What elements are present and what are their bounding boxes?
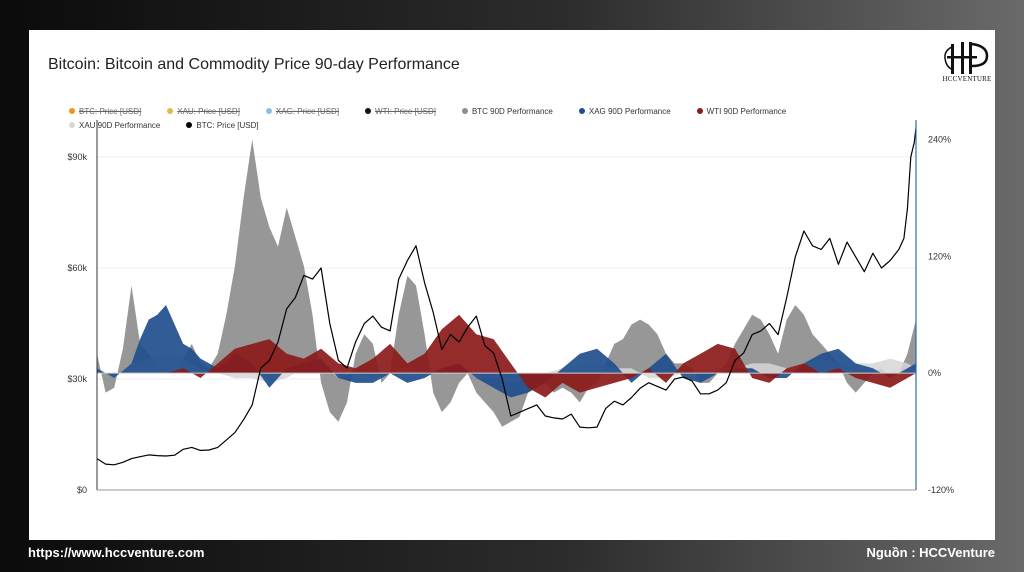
legend-swatch-icon xyxy=(696,108,703,114)
legend-label: WTI: Price [USD] xyxy=(375,106,436,116)
website-url: https://www.hccventure.com xyxy=(28,545,205,560)
legend-swatch-icon xyxy=(69,108,75,114)
y-left-tick-label: $90k xyxy=(67,152,87,162)
x-tick-label: Jul '24 xyxy=(843,509,869,510)
logo-wordmark: HCCVENTURE xyxy=(942,75,992,83)
legend-label: XAU 90D Performance xyxy=(79,120,161,130)
legend-swatch-icon xyxy=(265,108,272,114)
y-left-tick-label: $60k xyxy=(67,263,87,273)
legend-label: XAG: Price [USD] xyxy=(275,106,340,116)
legend-item-1[interactable]: XAU: Price [USD] xyxy=(167,104,240,118)
legend-swatch-icon xyxy=(186,122,193,128)
legend-label: WTI 90D Performance xyxy=(706,106,787,116)
legend-label: BTC 90D Performance xyxy=(471,106,553,116)
x-tick-label: Jul '21 xyxy=(326,509,352,510)
y-right-tick-label: 240% xyxy=(928,134,951,144)
series-area-wti-90d-performance xyxy=(97,314,916,398)
y-left-tick-label: $30k xyxy=(67,374,87,384)
legend-item-3[interactable]: WTI: Price [USD] xyxy=(365,104,436,118)
legend-item-8[interactable]: BTC: Price [USD] xyxy=(186,118,259,132)
series-line-btc-price xyxy=(96,127,917,466)
x-tick-label: Jan '24 xyxy=(755,509,784,510)
legend-label: XAG 90D Performance xyxy=(588,106,671,116)
hccventure-logo-icon xyxy=(944,42,989,74)
legend-item-5[interactable]: XAG 90D Performance xyxy=(578,104,671,118)
chart-card: Bitcoin: Bitcoin and Commodity Price 90-… xyxy=(29,30,995,540)
legend-label: BTC: Price [USD] xyxy=(196,120,259,130)
legend-item-2[interactable]: XAG: Price [USD] xyxy=(265,104,340,118)
legend-swatch-icon xyxy=(69,122,75,128)
legend-item-7[interactable]: XAU 90D Performance xyxy=(69,118,160,132)
legend-item-4[interactable]: BTC 90D Performance xyxy=(461,104,553,118)
source-credit: Nguồn : HCCVenture xyxy=(866,545,995,560)
y-left-tick-label: $0 xyxy=(77,485,87,495)
x-tick-label: Jan '22 xyxy=(410,509,439,510)
chart-plot: $0 $30k $60k $90k -120% 0% 120% 240% Jul '20 Jan … xyxy=(67,120,954,510)
x-tick-label: Jan '21 xyxy=(238,509,267,510)
legend-swatch-icon xyxy=(461,108,468,114)
x-tick-label: Jul '22 xyxy=(498,509,524,510)
series-area-btc-90d-performance xyxy=(97,139,916,427)
legend-item-6[interactable]: WTI 90D Performance xyxy=(696,104,787,118)
x-tick-label: Jul '23 xyxy=(670,509,696,510)
x-tick-label: Jul '20 xyxy=(153,509,179,510)
y-right-tick-label: -120% xyxy=(928,485,954,495)
legend-label: XAU: Price [USD] xyxy=(177,106,240,116)
x-tick-label: Jan '23 xyxy=(583,509,612,510)
chart-legend: BTC: Price [USD] XAU: Price [USD] XAG: Pri… xyxy=(69,104,909,132)
legend-label: BTC: Price [USD] xyxy=(79,106,142,116)
y-right-tick-label: 0% xyxy=(928,368,941,378)
chart-title: Bitcoin: Bitcoin and Commodity Price 90-… xyxy=(48,56,460,73)
series-area-xag-90d-performance xyxy=(97,305,916,398)
legend-swatch-icon xyxy=(578,108,585,114)
y-right-tick-label: 120% xyxy=(928,251,951,261)
legend-swatch-icon xyxy=(365,108,372,114)
legend-item-0[interactable]: BTC: Price [USD] xyxy=(69,104,141,118)
legend-swatch-icon xyxy=(167,108,174,114)
